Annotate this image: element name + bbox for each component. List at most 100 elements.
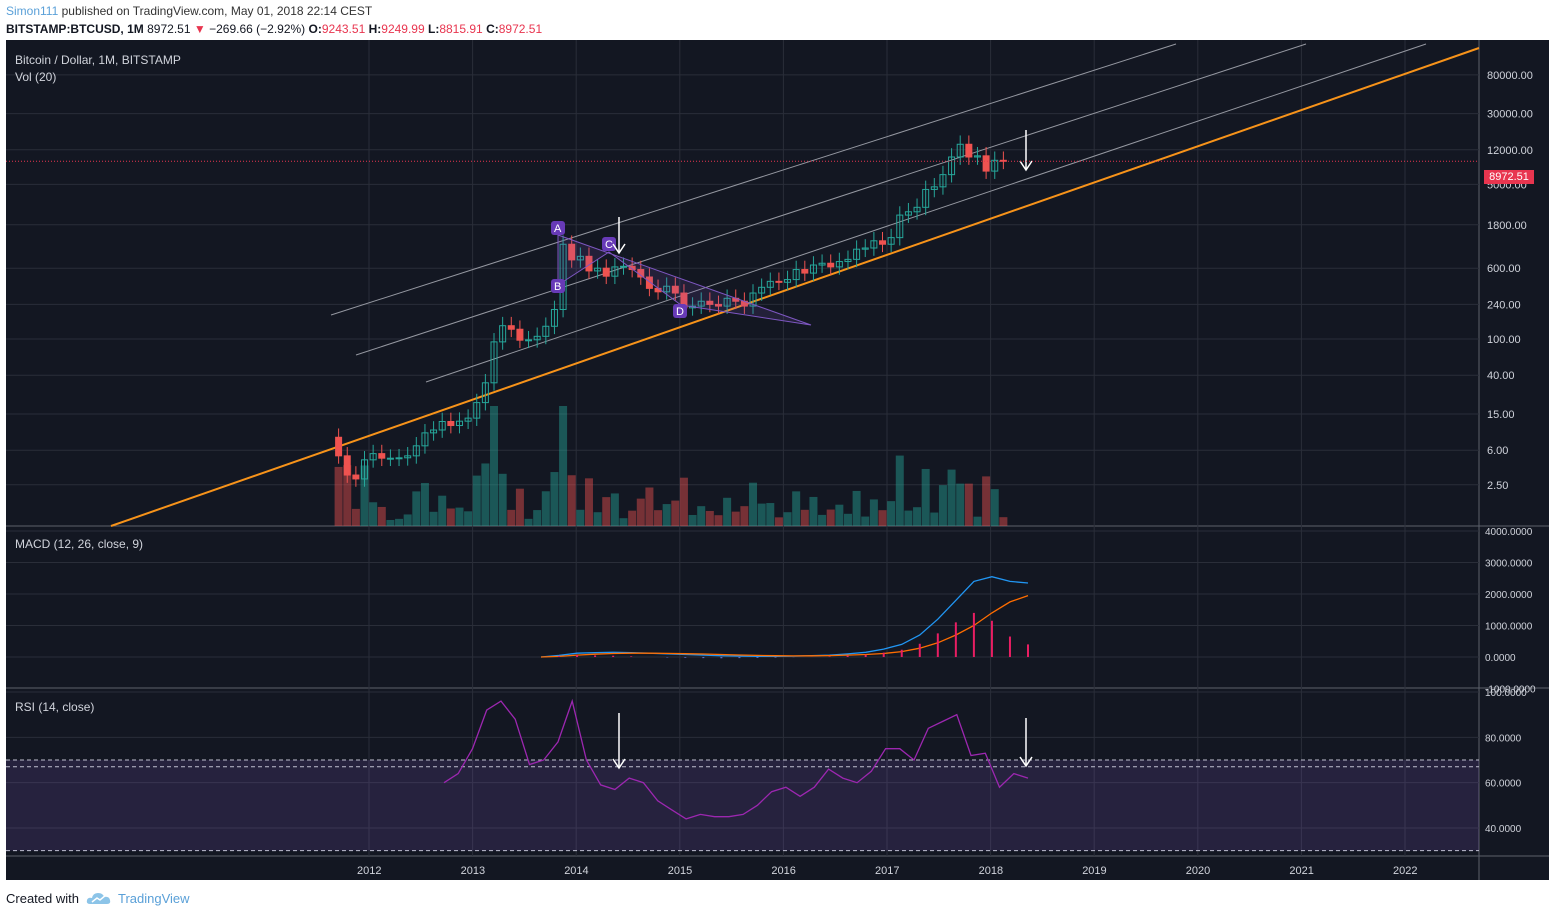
price-tag: 8972.51	[1484, 170, 1534, 184]
candles	[335, 135, 1007, 487]
chart-area[interactable]: A B C D 2012 2013 2014 2015 2016 2017 2018 2019 202…	[6, 40, 1549, 880]
x-tick-label: 2013	[461, 865, 485, 877]
close-label: C:	[486, 22, 499, 36]
candle-body	[559, 243, 567, 310]
candle-body	[948, 156, 956, 176]
volume-bar	[757, 503, 766, 526]
volume-bar	[334, 466, 343, 526]
candle-body	[455, 420, 463, 427]
candle-body	[473, 402, 481, 419]
volume-bar	[619, 518, 628, 526]
volume-bar	[438, 495, 447, 526]
candle-body	[507, 325, 515, 330]
volume-bar	[541, 491, 550, 526]
candle-body	[758, 286, 766, 294]
axes: 2012 2013 2014 2015 2016 2017 2018 2019 2020 2021…	[6, 70, 1536, 877]
abcd-pattern: A B C D	[551, 221, 812, 326]
macd-tick-label: 3000.0000	[1485, 559, 1533, 570]
candle-body	[369, 453, 377, 461]
candle-body	[714, 303, 722, 307]
volume-bar	[446, 508, 455, 526]
candle-body	[844, 258, 852, 263]
rsi-band-fill	[6, 760, 1479, 851]
pattern-label: D	[676, 306, 684, 318]
volume-bar	[481, 463, 490, 526]
low-value: 8815.91	[439, 22, 483, 36]
pattern-label: B	[554, 281, 561, 293]
price-tick-label: 1800.00	[1487, 220, 1527, 232]
rsi-series	[443, 698, 1029, 820]
rsi-line	[443, 698, 1029, 820]
candle-body	[430, 429, 438, 434]
price-tick-label: 15.00	[1487, 409, 1515, 421]
volume-bar	[740, 506, 749, 526]
down-arrow-icon	[612, 758, 626, 770]
volume-bar	[584, 478, 593, 526]
volume-bar	[464, 511, 473, 526]
macd-series	[540, 576, 1029, 659]
candle-body	[939, 174, 947, 188]
candle-body	[404, 455, 412, 459]
candle-body	[671, 285, 679, 294]
macd-tick-label: 4000.0000	[1485, 527, 1533, 538]
volume-bar	[800, 509, 809, 526]
candle-body	[611, 266, 619, 277]
high-value: 9249.99	[381, 22, 425, 36]
published-text: published on TradingView.com, May 01, 20…	[61, 4, 373, 18]
candle-body	[481, 382, 489, 404]
chart-canvas[interactable]: A B C D 2012 2013 2014 2015 2016 2017 2018 2019 202…	[6, 40, 1549, 880]
volume-bar	[999, 517, 1008, 526]
down-arrow-icon	[612, 243, 626, 255]
candle-body	[853, 248, 861, 260]
candle-body	[542, 325, 550, 337]
open-label: O:	[308, 22, 322, 36]
volume-bar	[645, 487, 654, 526]
volume-bar	[420, 482, 429, 526]
candle-body	[620, 265, 628, 268]
volume-bar	[749, 482, 758, 526]
volume-bar	[783, 512, 792, 526]
x-tick-label: 2016	[771, 865, 795, 877]
tradingview-brand-link[interactable]: TradingView	[118, 891, 190, 906]
rsi-band	[6, 759, 1479, 852]
candle-body	[784, 279, 792, 283]
symbol-label: BITSTAMP:BTCUSD, 1M	[6, 22, 144, 36]
publish-line: Simon111 published on TradingView.com, M…	[6, 4, 372, 18]
macd-tick-label: 1000.0000	[1485, 622, 1533, 633]
candle-body	[775, 280, 783, 283]
candle-body	[896, 214, 904, 239]
volume-bar	[610, 493, 619, 526]
candle-body	[723, 297, 731, 307]
candle-body	[663, 285, 671, 293]
volume-bar	[412, 491, 421, 526]
candle-body	[343, 455, 351, 476]
volume-bar	[395, 518, 404, 526]
candle-body	[913, 206, 921, 213]
author-link[interactable]: Simon111	[6, 4, 59, 18]
candle-body	[887, 237, 895, 245]
candle-body	[861, 247, 869, 250]
candle-body	[697, 300, 705, 307]
pattern-label: A	[554, 223, 562, 235]
candle-body	[464, 417, 472, 422]
candle-body	[922, 188, 930, 208]
volume-bar	[429, 511, 438, 526]
candle-body	[525, 339, 533, 342]
candle-body	[991, 159, 999, 172]
price-tick-label: 30000.00	[1487, 109, 1533, 121]
candle-body	[792, 269, 800, 281]
volume-bar	[654, 510, 663, 526]
volume-bar	[662, 504, 671, 526]
volume-bar	[766, 503, 775, 526]
price-tick-label: 40.00	[1487, 370, 1515, 382]
volume-bar	[921, 468, 930, 526]
main-pane-title: Bitcoin / Dollar, 1M, BITSTAMP	[15, 53, 181, 67]
volume-bar	[843, 513, 852, 526]
volume-bar	[671, 500, 680, 526]
volume-bar	[351, 508, 360, 526]
price-tick-label: 12000.00	[1487, 145, 1533, 157]
volume-bar	[679, 477, 688, 526]
volume-bar	[524, 518, 533, 526]
candle-body	[516, 328, 524, 341]
candle-body	[930, 186, 938, 190]
